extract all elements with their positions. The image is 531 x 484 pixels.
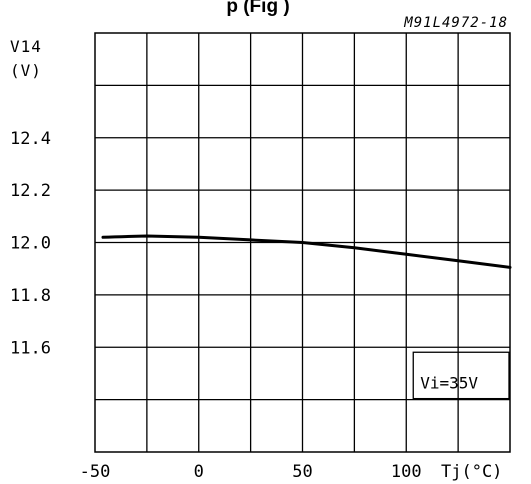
plot-frame [94, 32, 511, 453]
series-line-v14 [101, 234, 512, 269]
y-tick-labels: 12.4 12.2 12.0 11.8 11.6 [10, 129, 51, 359]
y-tick-label: 11.8 [10, 286, 51, 306]
x-tick-label: -50 [80, 462, 111, 482]
x-tick-label: 100 [391, 462, 422, 482]
x-tick-labels: -50 0 50 100 [80, 462, 422, 482]
grid [95, 33, 510, 452]
y-axis-unit: (V) [10, 61, 42, 80]
y-tick-label: 12.0 [10, 234, 51, 254]
x-tick-label: 50 [292, 462, 312, 482]
y-axis-label: V14 [10, 37, 42, 56]
annotation-box [412, 351, 510, 400]
y-tick-label: 11.6 [10, 338, 51, 358]
y-tick-label: 12.2 [10, 181, 51, 201]
x-tick-label: 0 [194, 462, 204, 482]
annotation-text: Vi=35V [420, 373, 478, 392]
y-tick-label: 12.4 [10, 129, 51, 149]
chart-title: p (Fig ) [226, 0, 289, 17]
reference-code: M91L4972-18 [403, 15, 508, 31]
x-axis-label: Tj(°C) [441, 462, 502, 482]
